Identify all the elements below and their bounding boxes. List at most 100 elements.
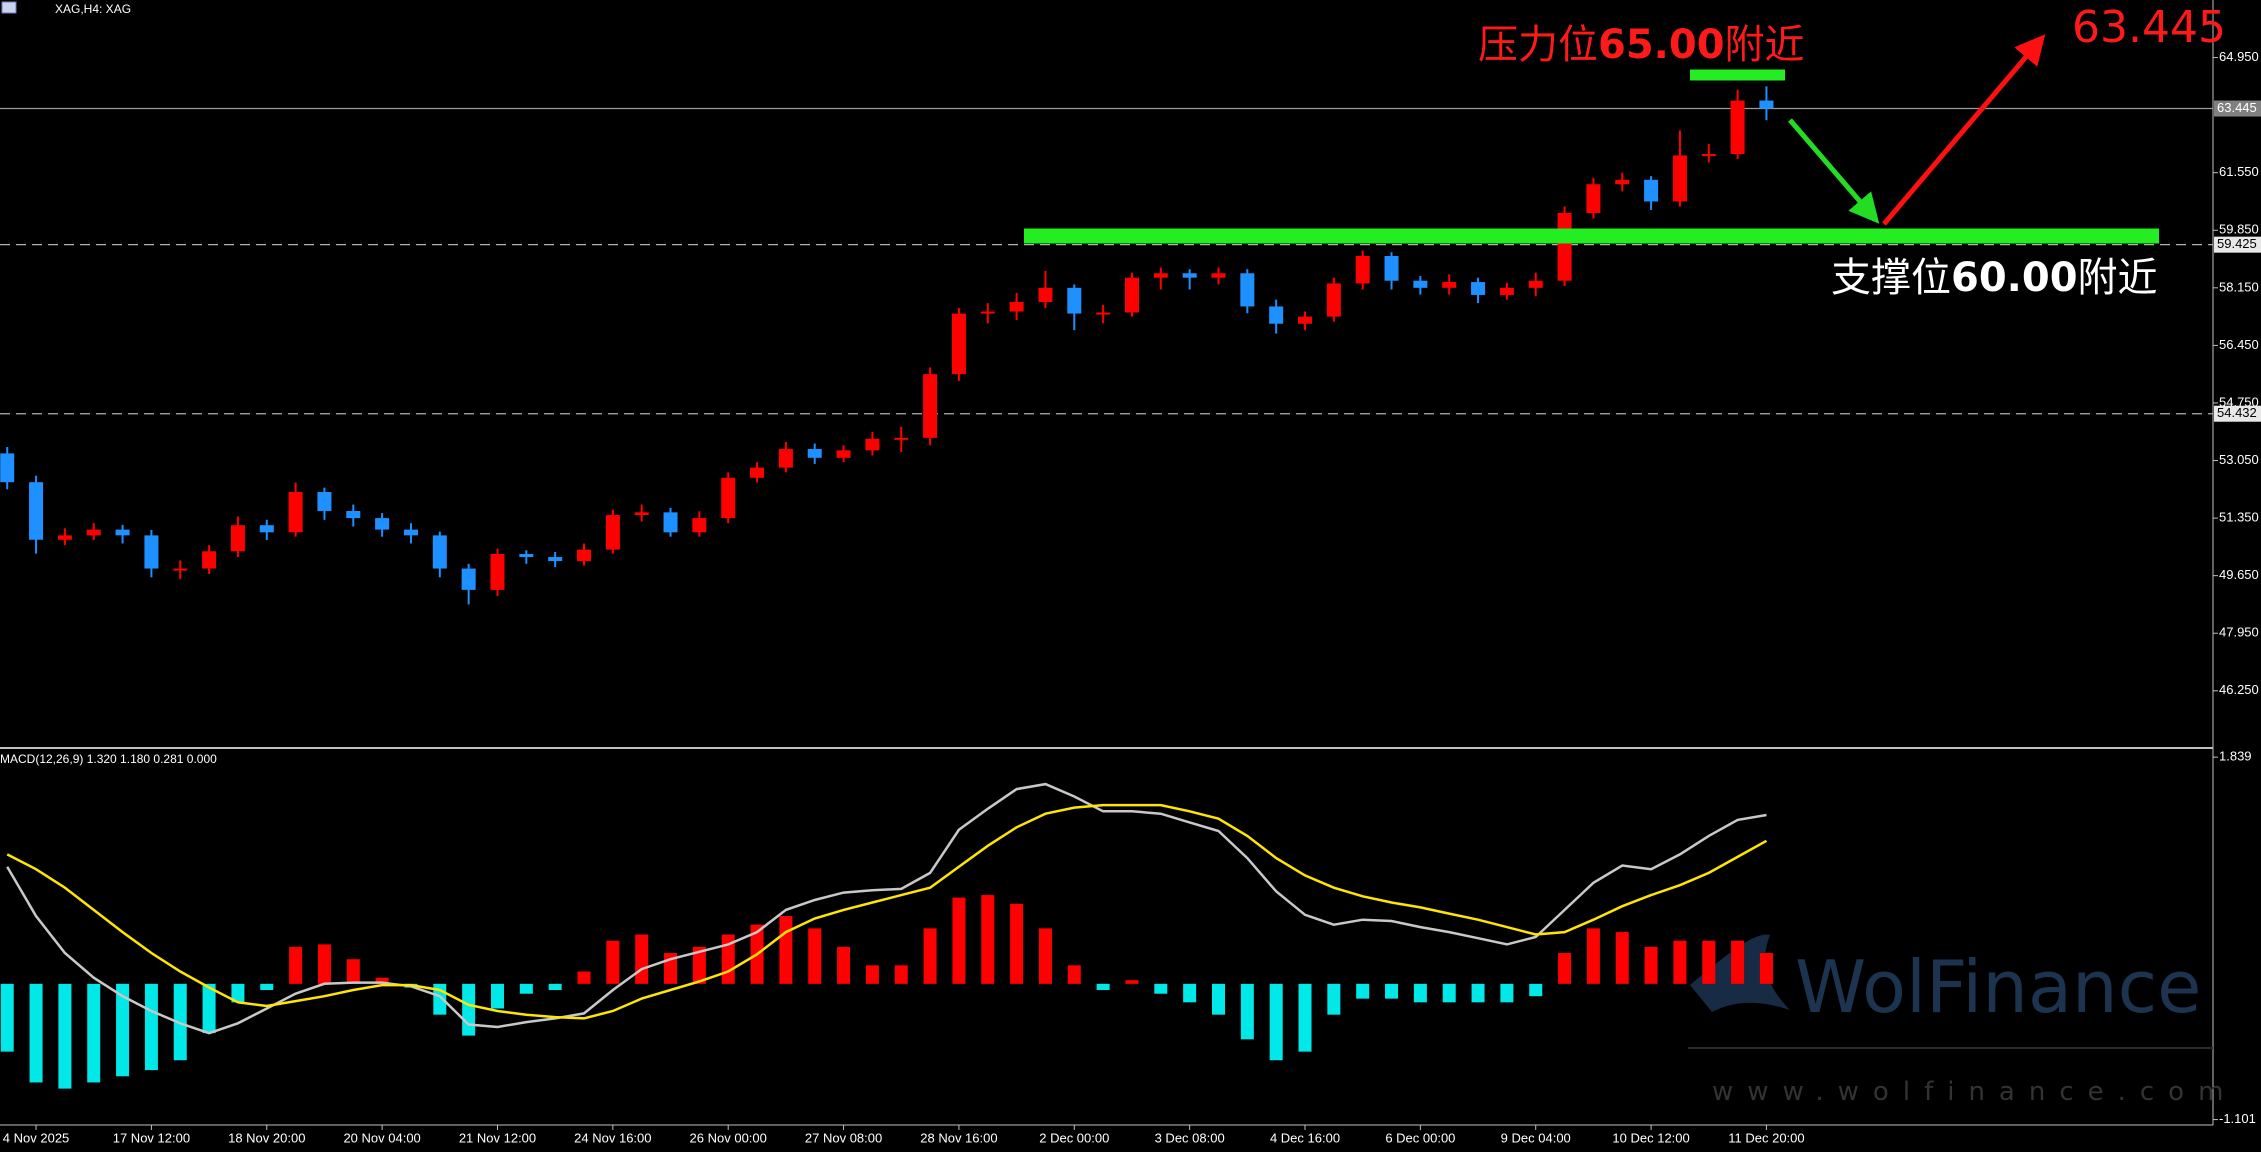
candle-body (750, 467, 765, 478)
histogram-bar (923, 928, 937, 984)
candle-body (721, 477, 736, 519)
candle-body (894, 437, 909, 440)
y-tick-label: 51.350 (2219, 510, 2259, 525)
candle-body (230, 525, 245, 552)
level-label-box (2214, 236, 2261, 253)
candle-body (1182, 273, 1197, 278)
histogram-bar (952, 897, 966, 984)
symbol-icon (1, 1, 17, 14)
y-tick-label: 58.150 (2219, 279, 2259, 294)
level-label: 63.445 (2217, 100, 2257, 115)
histogram-bar (548, 983, 562, 991)
support-annotation: 支撑位60.00附近 (1831, 255, 2158, 301)
histogram-bar (1211, 983, 1225, 1015)
candle-body (1644, 179, 1659, 202)
candle-body (519, 553, 534, 558)
candle-body (548, 557, 563, 562)
candle-body (634, 512, 649, 516)
y-tick-label: -1.101 (2219, 1111, 2256, 1126)
x-tick-label: 27 Nov 08:00 (805, 1130, 882, 1145)
histogram-bar (865, 965, 879, 984)
candle-body (1298, 316, 1313, 324)
histogram-bar (1067, 965, 1081, 984)
candle-body (86, 529, 101, 536)
candle-body (778, 449, 793, 468)
histogram-bar (635, 934, 649, 984)
x-tick-label: 3 Dec 08:00 (1155, 1130, 1225, 1145)
candle-body (346, 510, 361, 519)
candle-body (1471, 282, 1486, 295)
histogram-bar (1038, 928, 1052, 984)
histogram-bar (1327, 983, 1341, 1015)
candle-body (1326, 283, 1341, 317)
histogram-bar (1125, 980, 1139, 984)
candle-body (663, 512, 678, 533)
x-tick-label: 20 Nov 04:00 (343, 1130, 420, 1145)
histogram-bar (1356, 983, 1370, 999)
candle-body (1067, 287, 1082, 314)
histogram-bar (1183, 983, 1197, 1003)
x-tick-label: 28 Nov 16:00 (920, 1130, 997, 1145)
x-tick-label: 26 Nov 00:00 (690, 1130, 767, 1145)
candle-body (1384, 255, 1399, 281)
histogram-bar (1529, 983, 1543, 997)
candle-body (57, 535, 72, 540)
histogram-bar (1702, 940, 1716, 984)
watermark: WolFinance www.wolfinance.com (1688, 934, 2237, 1107)
indicator-label: MACD(12,26,9) 1.320 1.180 0.281 0.000 (0, 752, 217, 766)
annotation-part: 压力位 (1478, 22, 1598, 68)
histogram-bar (1269, 983, 1283, 1061)
candle-body (1442, 282, 1457, 288)
x-tick-label: 2 Dec 00:00 (1039, 1130, 1109, 1145)
up-arrow (1882, 34, 2046, 226)
histogram-bar (1413, 983, 1427, 1003)
candle-body (29, 482, 44, 540)
histogram-bar (1096, 983, 1110, 991)
candle-body (807, 449, 822, 458)
candle-body (692, 518, 707, 533)
histogram-bar (606, 940, 620, 984)
histogram-bar (260, 983, 274, 991)
candle-body (1586, 184, 1601, 213)
histogram-bar (1759, 953, 1773, 984)
histogram-bar (317, 944, 331, 984)
resistance-annotation: 压力位65.00附近 (1478, 22, 1805, 68)
candle-body (1355, 255, 1370, 284)
x-tick-label: 6 Dec 00:00 (1385, 1130, 1455, 1145)
y-tick-label: 46.250 (2219, 682, 2259, 697)
candle-body (865, 438, 880, 451)
annotation-part: 60.00 (1951, 255, 2078, 301)
candle-body (288, 492, 303, 533)
histogram-bar (289, 946, 303, 984)
histogram-bar (58, 983, 72, 1089)
macd-line (6, 782, 1767, 1035)
y-tick-label: 59.850 (2219, 222, 2259, 237)
candle-body (202, 551, 217, 569)
histogram-bar (1615, 932, 1629, 984)
y-tick-label: 1.839 (2219, 749, 2252, 764)
candle-body (1759, 100, 1774, 109)
level-label: 54.432 (2217, 405, 2257, 420)
candle-body (980, 311, 995, 314)
annotation-part: 支撑位 (1831, 255, 1951, 301)
histogram-bar (87, 983, 101, 1083)
histogram-bar (692, 946, 706, 984)
histogram-bar (231, 983, 245, 1003)
plot-area: 64.950 61.550 59.850 58.150 56.450 54.750 53.0… (0, 49, 2261, 1145)
annotation-part: 附近 (2078, 255, 2158, 301)
candle-body (0, 453, 15, 483)
candle-body (1038, 287, 1053, 303)
x-tick-label: 9 Dec 04:00 (1501, 1130, 1571, 1145)
candle-body (461, 568, 476, 590)
x-tick-label: 4 Dec 16:00 (1270, 1130, 1340, 1145)
candle-body (1615, 179, 1630, 185)
x-tick-label: 10 Dec 12:00 (1612, 1130, 1689, 1145)
watermark-url: www.wolfinance.com (1712, 1077, 2237, 1107)
candle-body (1153, 273, 1168, 278)
level-label: 59.425 (2217, 236, 2257, 251)
candle-body (1672, 155, 1687, 202)
candle-body (1124, 277, 1139, 313)
y-tick-label: 53.050 (2219, 452, 2259, 467)
